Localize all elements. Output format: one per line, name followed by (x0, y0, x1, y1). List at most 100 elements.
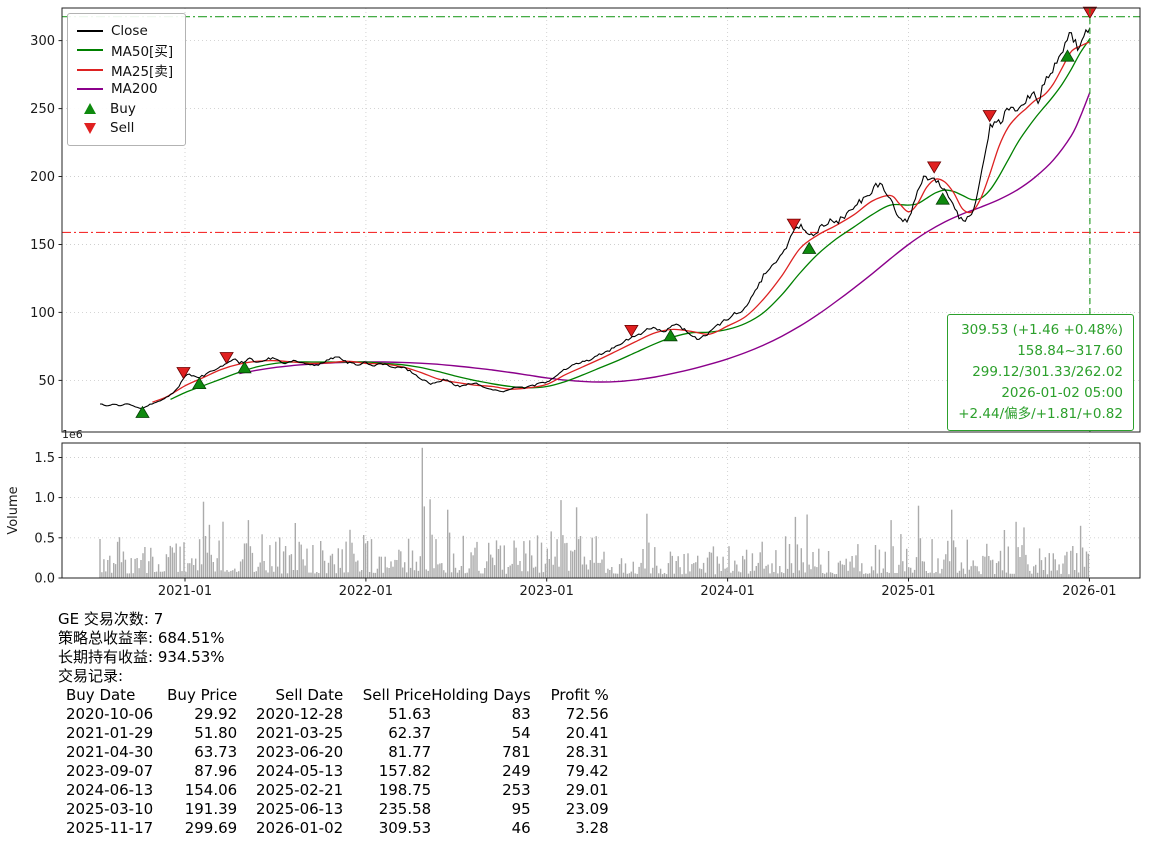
table-cell: 2020-10-06 (66, 705, 154, 723)
volume-tick-label: 0.0 (34, 572, 55, 587)
annotation-line: +2.44/偏多/+1.81/+0.82 (958, 405, 1123, 422)
date-tick-label: 2022-01 (339, 584, 393, 599)
legend-label: MA50[买] (111, 44, 174, 61)
table-cell: 20.41 (565, 724, 609, 742)
axis-ticks (58, 40, 1090, 582)
legend-item-ma25: MA25[卖] (77, 60, 173, 80)
table-cell: 2023-06-20 (256, 743, 344, 761)
trade-table-header: Sell Price (362, 686, 432, 704)
table-cell: 2025-02-21 (256, 781, 344, 799)
buy-marker-icon (237, 361, 252, 374)
legend-label: Close (111, 22, 148, 39)
price-tick-label: 50 (38, 374, 55, 389)
table-cell: 2025-11-17 (66, 819, 154, 837)
line-swatch-icon (77, 29, 103, 32)
ma25-line (152, 41, 1091, 403)
legend-item-sell: Sell (77, 119, 173, 139)
volume-bars (99, 447, 1090, 579)
trade-table-header: Sell Date (275, 686, 344, 704)
table-cell: 249 (502, 762, 531, 780)
sell-triangle-icon (83, 122, 96, 134)
sell-marker-icon (219, 352, 234, 365)
table-cell: 2024-06-13 (66, 781, 154, 799)
table-cell: 23.09 (565, 800, 609, 818)
table-cell: 2021-01-29 (66, 724, 154, 742)
axis-tick-labels: 50 100 150 200 250 300 0.0 0.5 1.0 1.5 2021-01 2022… (30, 34, 1116, 599)
buy-marker-icon (1060, 49, 1075, 62)
date-tick-label: 2026-01 (1062, 584, 1116, 599)
sell-markers (176, 6, 1098, 380)
price-tick-label: 250 (30, 102, 55, 117)
trade-table-header: Buy Date (66, 686, 136, 704)
table-cell: 87.96 (194, 762, 238, 780)
table-cell: 235.58 (378, 800, 432, 818)
table-cell: 51.63 (388, 705, 432, 723)
table-cell: 2021-04-30 (66, 743, 154, 761)
line-swatch-icon (77, 68, 103, 71)
grid (62, 8, 1140, 579)
table-cell: 2026-01-02 (256, 819, 344, 837)
buy-marker-icon (192, 376, 207, 390)
trade-table-header: Buy Price (167, 686, 238, 704)
table-cell: 2025-06-13 (256, 800, 344, 818)
line-swatch-icon (77, 88, 103, 91)
close-line (99, 27, 1091, 409)
trade-table-header-row: Buy Date Buy Price Sell Date Sell Price Hold… (58, 686, 609, 705)
table-cell: 54 (511, 724, 531, 742)
buy-markers (135, 49, 1075, 418)
annotation-line: 158.84~317.60 (1017, 342, 1123, 359)
legend-label: MA200 (111, 81, 158, 98)
buy-triangle-icon (83, 103, 96, 115)
table-cell: 191.39 (184, 800, 238, 818)
sell-marker-icon (982, 110, 997, 123)
table-cell: 781 (502, 743, 531, 761)
table-cell: 29.01 (565, 781, 609, 799)
strategy-return-line: 策略总收益率: 684.51% (58, 629, 225, 647)
price-tick-label: 200 (30, 170, 55, 185)
trade-table-header: Profit % (550, 686, 609, 704)
table-cell: 309.53 (378, 819, 432, 837)
legend-label: Buy (110, 100, 136, 117)
legend-item-close: Close (77, 21, 173, 41)
table-cell: 79.42 (565, 762, 609, 780)
trade-table-header: Holding Days (431, 686, 531, 704)
buy-hold-return-line: 长期持有收益: 934.53% (58, 648, 225, 666)
table-cell: 28.31 (565, 743, 609, 761)
table-cell: 72.56 (565, 705, 609, 723)
legend: Close MA50[买] MA25[卖] MA200 Buy Sell (67, 13, 187, 146)
volume-panel (61, 442, 1141, 579)
volume-tick-label: 0.5 (34, 531, 55, 546)
table-row: 2025-11-17 299.69 2026-01-02 309.53 46 3.28 (58, 819, 609, 838)
table-cell: 157.82 (378, 762, 432, 780)
legend-item-ma200: MA200 (77, 80, 173, 100)
table-cell: 2020-12-28 (256, 705, 344, 723)
table-cell: 253 (502, 781, 531, 799)
quote-annotation-box: 309.53 (+1.46 +0.48%) 158.84~317.60 299.12… (947, 314, 1134, 431)
line-swatch-icon (77, 49, 103, 52)
date-tick-label: 2025-01 (881, 584, 935, 599)
legend-item-ma50: MA50[买] (77, 41, 174, 61)
table-cell: 299.69 (184, 819, 238, 837)
table-cell: 62.37 (388, 724, 432, 742)
volume-offset-label: 1e6 (62, 428, 83, 441)
table-cell: 51.80 (194, 724, 238, 742)
table-row: 2025-03-10 191.39 2025-06-13 235.58 95 23.09 (58, 800, 609, 819)
sell-marker-icon (786, 218, 802, 231)
table-cell: 81.77 (388, 743, 432, 761)
signal-hlines (62, 16, 1140, 233)
legend-label: MA25[卖] (111, 63, 174, 80)
trade-count-line: GE 交易次数: 7 (58, 610, 164, 628)
table-cell: 198.75 (378, 781, 432, 799)
trade-records-label: 交易记录: (58, 667, 124, 685)
annotation-line: 2026-01-02 05:00 (1001, 384, 1123, 401)
table-cell: 2025-03-10 (66, 800, 154, 818)
table-cell: 29.92 (194, 705, 238, 723)
table-row: 2021-01-29 51.80 2021-03-25 62.37 54 20.41 (58, 724, 609, 743)
annotation-line: 309.53 (+1.46 +0.48%) (961, 322, 1123, 338)
date-tick-label: 2024-01 (700, 584, 754, 599)
legend-label: Sell (110, 120, 135, 137)
trade-table: Buy Date Buy Price Sell Date Sell Price Hold… (58, 686, 609, 838)
sell-marker-icon (624, 324, 639, 338)
buy-marker-icon (935, 192, 950, 205)
volume-axis-label: Volume (6, 486, 21, 534)
